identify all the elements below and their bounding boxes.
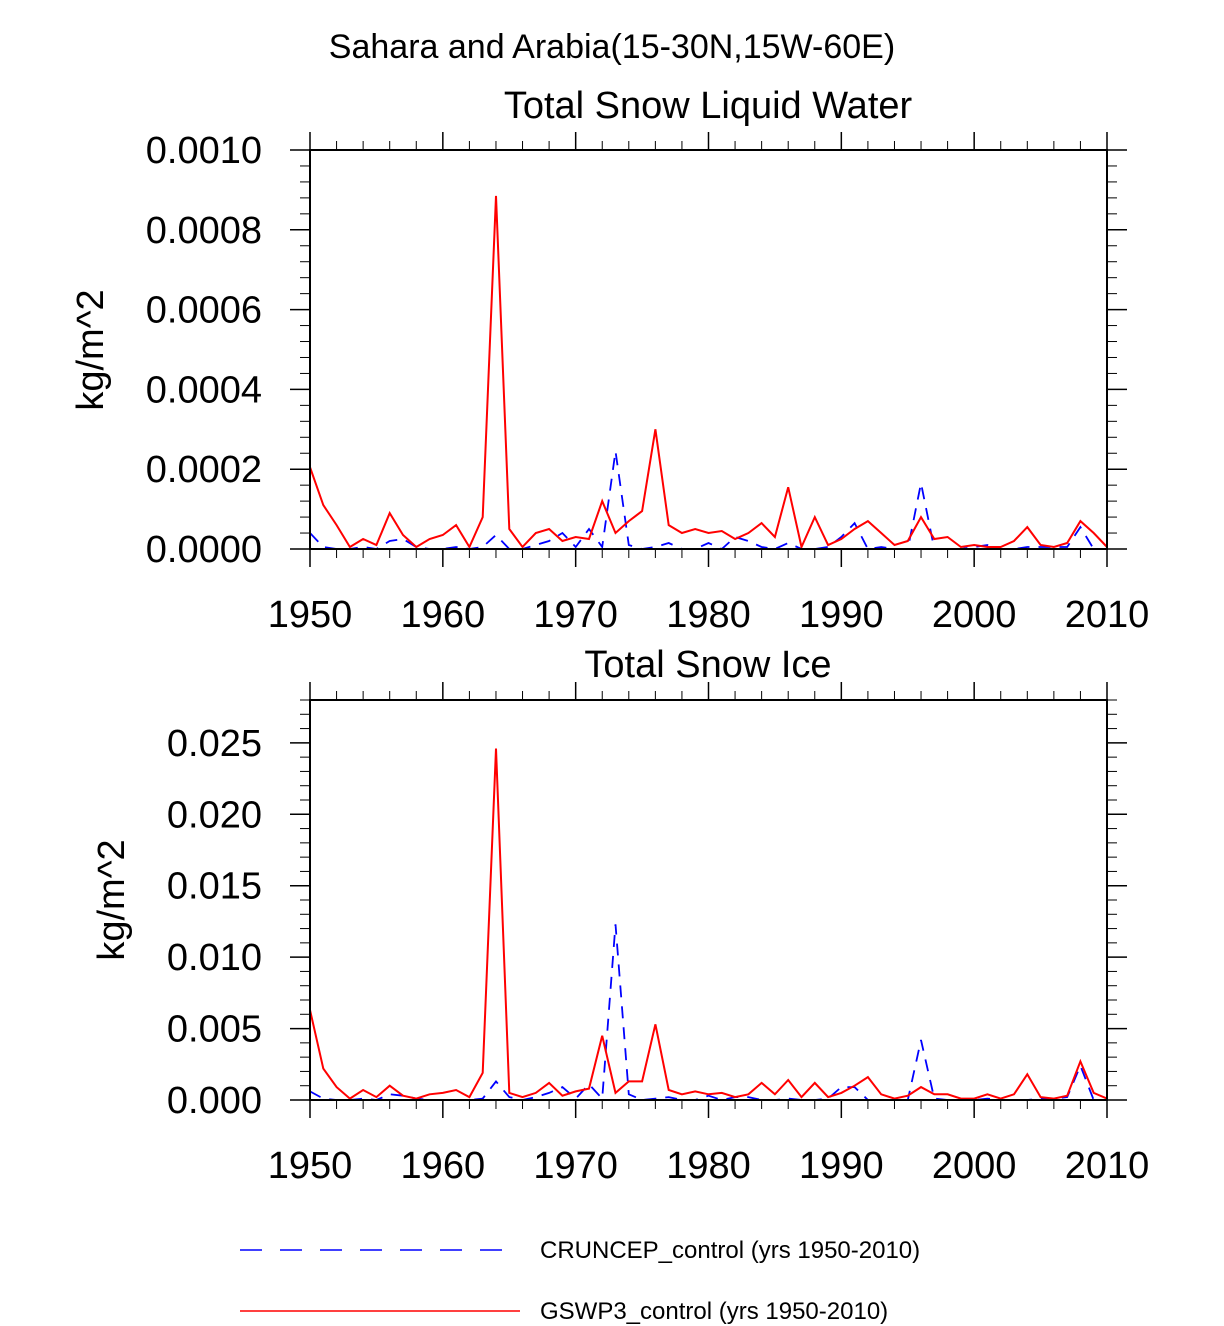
plot-frame-1: [309, 699, 1108, 1101]
y-tick-label: 0.010: [167, 937, 262, 979]
y-tick-label: 0.0008: [146, 210, 262, 252]
y-tick-label: 0.0006: [146, 290, 262, 332]
legend-label-gswp3: GSWP3_control (yrs 1950-2010): [540, 1298, 888, 1325]
y-axis-label-snow-ice: kg/m^2: [91, 839, 133, 960]
y-tick-label: 0.015: [167, 866, 262, 908]
series-line-gswp3-0: [310, 195, 1107, 549]
series-line-gswp3-1: [310, 748, 1107, 1100]
plot-frame-0: [309, 149, 1108, 550]
y-tick-label: 0.005: [167, 1009, 262, 1051]
x-tick-label: 1950: [268, 1145, 353, 1187]
y-tick-label: 0.025: [167, 723, 262, 765]
x-tick-label: 1980: [666, 1145, 751, 1187]
x-tick-label: 2010: [1065, 594, 1150, 636]
series-line-cruncep-0: [310, 451, 1107, 549]
y-tick-label: 0.000: [167, 1080, 262, 1122]
y-tick-label: 0.0010: [146, 130, 262, 172]
x-tick-label: 1990: [799, 1145, 884, 1187]
x-tick-label: 1950: [268, 594, 353, 636]
y-tick-label: 0.0002: [146, 449, 262, 491]
bottom-panel: Total Snow Ice kg/m^2 1950 1960 1970 1980 19…: [91, 644, 1149, 1187]
x-tick-label: 1970: [533, 1145, 618, 1187]
x-tick-label: 2010: [1065, 1145, 1150, 1187]
y-tick-label: 0.0000: [146, 529, 262, 571]
panel-title-snow-ice: Total Snow Ice: [584, 644, 831, 686]
top-panel: Total Snow Liquid Water kg/m^2 1950 1960 1…: [70, 85, 1149, 636]
x-tick-label: 2000: [932, 594, 1017, 636]
x-tick-label: 2000: [932, 1145, 1017, 1187]
legend-label-cruncep: CRUNCEP_control (yrs 1950-2010): [540, 1237, 920, 1264]
y-axis-label-liquid-water: kg/m^2: [70, 289, 112, 410]
x-tick-label: 1960: [401, 594, 486, 636]
y-tick-label: 0.020: [167, 794, 262, 836]
legend: CRUNCEP_control (yrs 1950-2010) GSWP3_co…: [240, 1237, 920, 1325]
x-tick-label: 1990: [799, 594, 884, 636]
x-tick-label: 1960: [401, 1145, 486, 1187]
series-line-cruncep-1: [310, 924, 1107, 1100]
x-tick-label: 1980: [666, 594, 751, 636]
panel-title-liquid-water: Total Snow Liquid Water: [504, 85, 913, 127]
x-tick-label: 1970: [533, 594, 618, 636]
y-tick-label: 0.0004: [146, 369, 262, 411]
figure-supertitle: Sahara and Arabia(15-30N,15W-60E): [329, 28, 895, 66]
